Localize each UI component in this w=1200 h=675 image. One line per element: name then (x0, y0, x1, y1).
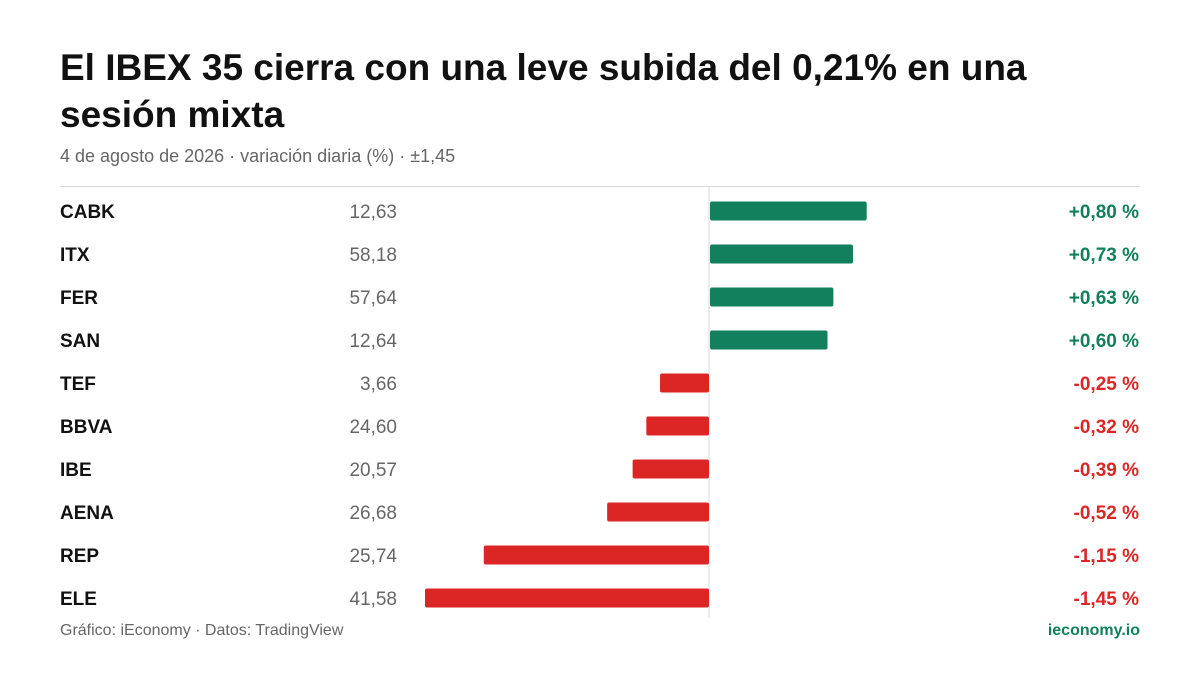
brand-link[interactable]: ieconomy.io (1047, 622, 1140, 639)
value-label: +0,80 % (1069, 202, 1139, 223)
bar-san (710, 330, 828, 350)
ticker-label: IBE (60, 460, 92, 481)
value-label: +0,63 % (1069, 288, 1139, 309)
value-label: -1,45 % (1074, 589, 1140, 610)
bar-ibe (632, 459, 709, 479)
bar-itx (710, 244, 853, 264)
price-label: 20,57 (349, 460, 397, 481)
price-label: 12,64 (349, 331, 397, 352)
ticker-label: BBVA (60, 417, 113, 438)
bar-rep (483, 545, 709, 565)
bar-aena (607, 502, 709, 522)
source-credit: Gráfico: iEconomy · Datos: TradingView (60, 622, 344, 639)
bar-ele (425, 588, 709, 608)
value-label: -0,25 % (1074, 374, 1140, 395)
price-label: 12,63 (349, 202, 397, 223)
value-label: +0,60 % (1069, 331, 1139, 352)
value-label: -1,15 % (1074, 546, 1140, 567)
chart-subtitle: 4 de agosto de 2026 · variación diaria (… (60, 146, 456, 166)
value-label: +0,73 % (1069, 245, 1139, 266)
price-label: 24,60 (349, 417, 397, 438)
ticker-label: ELE (60, 589, 97, 610)
price-label: 3,66 (360, 374, 397, 395)
ticker-label: SAN (60, 331, 100, 352)
price-label: 57,64 (349, 288, 397, 309)
ticker-label: ITX (60, 245, 90, 266)
price-label: 26,68 (349, 503, 397, 524)
value-label: -0,52 % (1074, 503, 1140, 524)
value-label: -0,32 % (1074, 417, 1140, 438)
ticker-label: AENA (60, 503, 114, 524)
price-label: 58,18 (349, 245, 397, 266)
ticker-label: REP (60, 546, 99, 567)
chart-title: El IBEX 35 cierra con una leve subida de… (60, 47, 1027, 135)
price-label: 25,74 (349, 546, 397, 567)
ticker-label: FER (60, 288, 98, 309)
header-divider (60, 186, 1140, 187)
value-label: -0,39 % (1074, 460, 1140, 481)
bar-fer (710, 287, 834, 307)
ticker-label: CABK (60, 202, 115, 223)
bar-cabk (710, 201, 867, 221)
price-label: 41,58 (349, 589, 397, 610)
bar-bbva (646, 416, 709, 436)
ticker-label: TEF (60, 374, 96, 395)
bar-tef (660, 373, 709, 393)
